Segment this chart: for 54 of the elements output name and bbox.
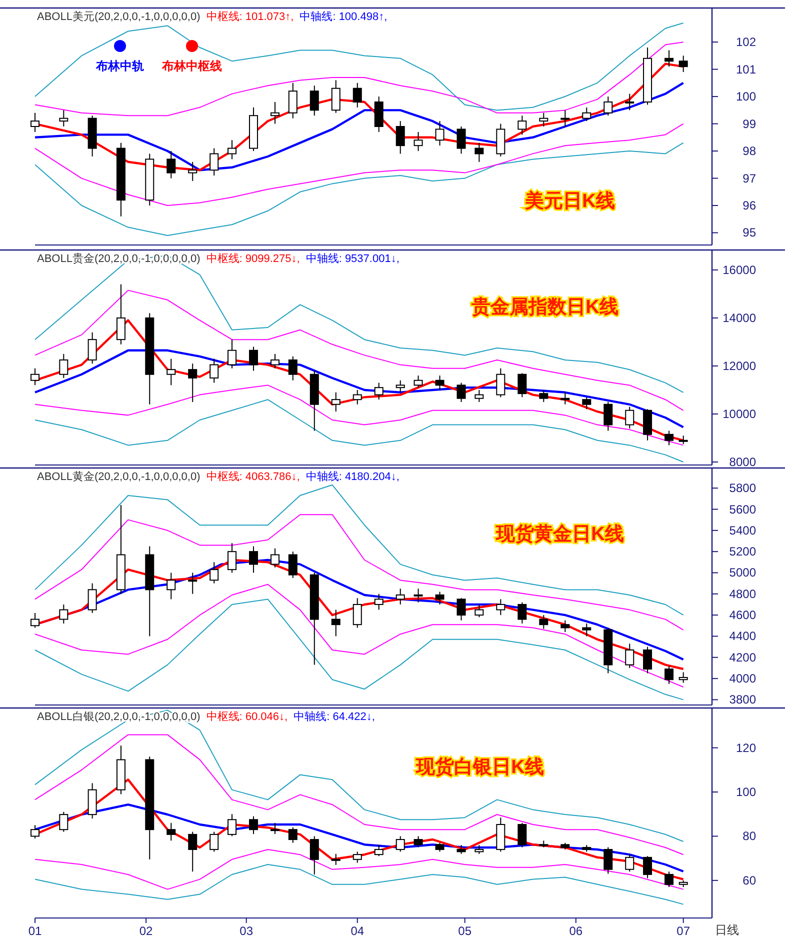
y-tick-label: 5800 bbox=[729, 481, 756, 496]
y-tick-label: 5600 bbox=[729, 502, 756, 516]
y-tick-label: 12000 bbox=[722, 358, 756, 373]
y-tick-label: 80 bbox=[742, 829, 756, 844]
y-tick-label: 16000 bbox=[722, 262, 756, 277]
y-tick-label: 14000 bbox=[722, 310, 756, 325]
legend-布林中轨: 布林中轨 bbox=[96, 40, 144, 73]
text: 日线 bbox=[715, 923, 739, 937]
y-tick-label: 5200 bbox=[729, 544, 756, 559]
y-tick-label: 10000 bbox=[722, 406, 756, 421]
text: 美元日K线 bbox=[524, 190, 615, 212]
y-tick-label: 4200 bbox=[729, 650, 756, 664]
annotation: 中枢线: 9099.275↓, bbox=[206, 252, 300, 265]
y-tick-label: 95 bbox=[742, 226, 756, 240]
y-tick-label: 100 bbox=[736, 785, 756, 799]
annotation: 中枢线: 101.073↑, bbox=[206, 10, 294, 23]
y-tick-label: 3800 bbox=[729, 692, 756, 707]
x-tick-label: 01 bbox=[28, 924, 42, 938]
y-tick-label: 120 bbox=[736, 740, 756, 755]
y-tick-label: 102 bbox=[736, 35, 756, 50]
x-tick-label: 06 bbox=[569, 924, 583, 938]
legend-label: 布林中枢线 bbox=[161, 59, 222, 73]
text: 现货白银日K线 bbox=[415, 756, 544, 778]
y-tick-label: 96 bbox=[742, 198, 756, 212]
annotation: 中轴线: 4180.204↓, bbox=[306, 470, 400, 483]
y-tick-label: 4800 bbox=[729, 586, 756, 601]
text: 现货黄金日K线 bbox=[495, 523, 624, 545]
y-tick-label: 4600 bbox=[729, 608, 756, 622]
y-tick-label: 99 bbox=[742, 116, 756, 131]
annotation: ABOLL黄金(20,2,0,0,-1,0,0,0,0,0) bbox=[37, 470, 200, 483]
y-tick-label: 8000 bbox=[729, 455, 756, 469]
annotation: 中枢线: 60.046↓, bbox=[206, 710, 288, 723]
annotation: 中轴线: 64.422↓, bbox=[294, 710, 375, 723]
x-tick-label: 05 bbox=[458, 924, 472, 938]
y-tick-label: 97 bbox=[742, 171, 756, 186]
y-tick-label: 5000 bbox=[729, 566, 756, 580]
y-tick-label: 98 bbox=[742, 144, 756, 158]
x-tick-label: 02 bbox=[139, 924, 154, 938]
legend-label: 布林中轨 bbox=[95, 59, 144, 73]
annotation: 中轴线: 100.498↑, bbox=[300, 10, 388, 23]
y-tick-label: 4000 bbox=[729, 672, 756, 686]
annotation: ABOLL美元(20,2,0,0,-1,0,0,0,0,0) bbox=[37, 10, 200, 23]
legend-布林中枢线: 布林中枢线 bbox=[162, 40, 222, 73]
x-tick-label: 03 bbox=[240, 924, 254, 938]
annotation: 中枢线: 4063.786↓, bbox=[206, 470, 300, 483]
y-tick-label: 100 bbox=[736, 90, 756, 104]
y-tick-label: 101 bbox=[736, 62, 756, 76]
y-tick-label: 5400 bbox=[729, 523, 756, 538]
y-tick-label: 60 bbox=[742, 873, 756, 888]
annotation: 中轴线: 9537.001↓, bbox=[306, 252, 400, 265]
x-tick-label: 07 bbox=[676, 924, 690, 938]
text: 贵金属指数日K线 bbox=[470, 296, 618, 318]
y-tick-label: 4400 bbox=[729, 629, 756, 644]
x-tick-label: 04 bbox=[350, 924, 364, 938]
